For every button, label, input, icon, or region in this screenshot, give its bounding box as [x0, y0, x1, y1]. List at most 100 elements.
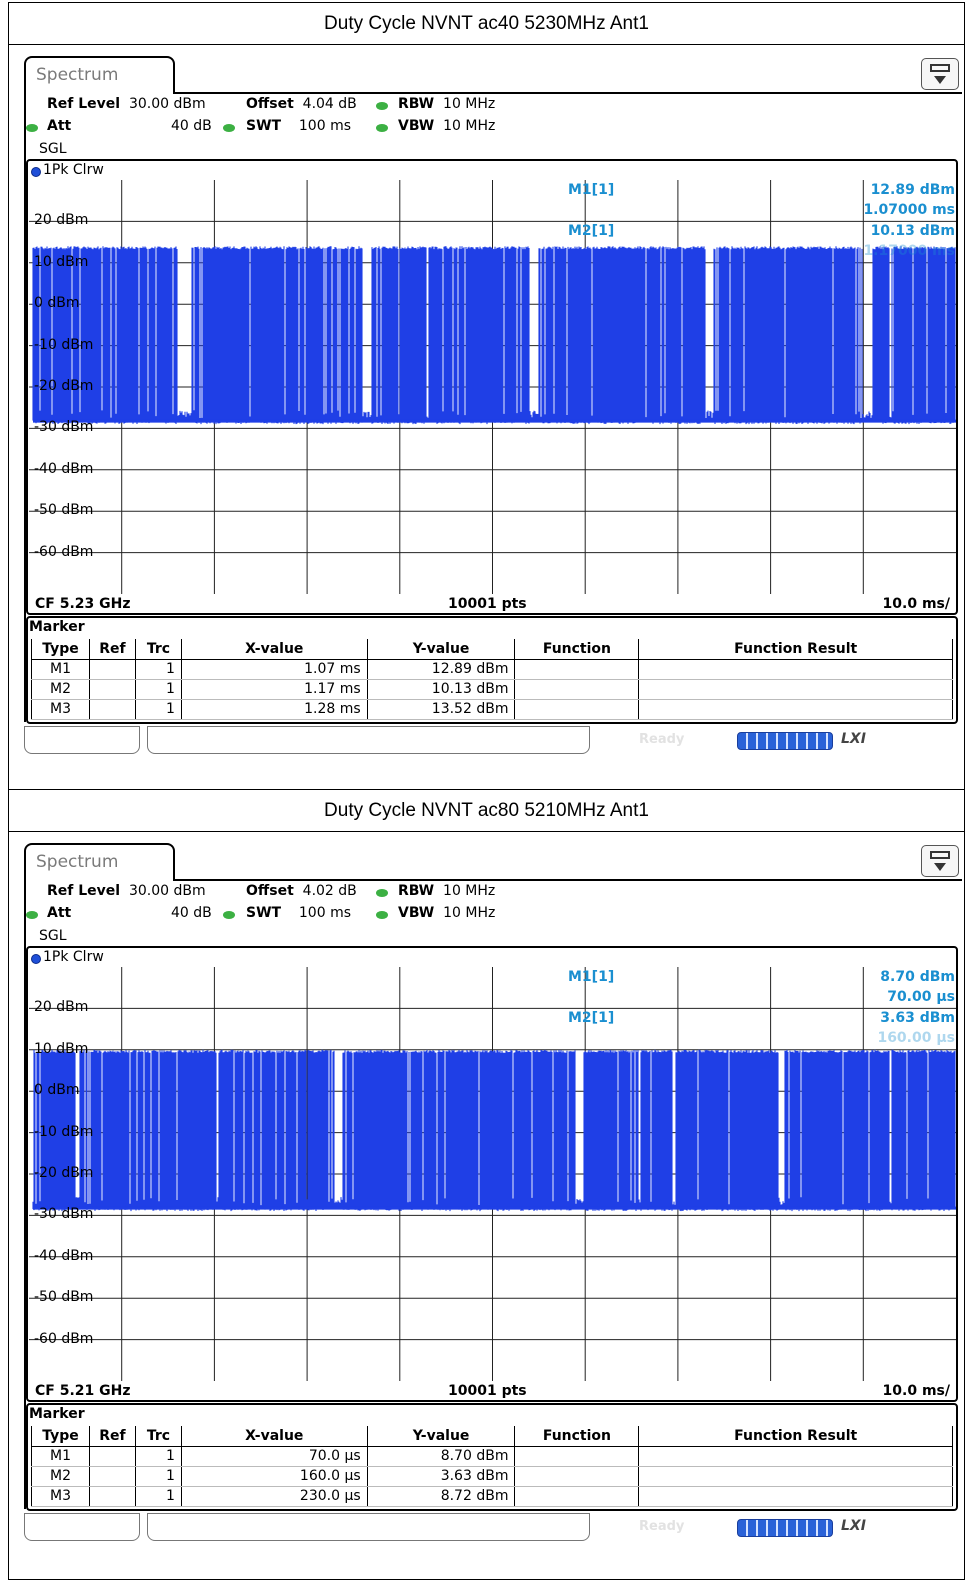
column-header: X-value	[180, 1426, 368, 1447]
y-tick-label: -50 dBm	[34, 502, 94, 519]
plot-footer: CF 5.21 GHz 10001 pts 10.0 ms/	[29, 1381, 956, 1401]
spectrum-plot	[29, 180, 956, 594]
trace-line	[32, 246, 956, 425]
y-tick-label: -20 dBm	[34, 378, 94, 394]
cell-type: M3	[31, 699, 90, 720]
cell-func	[514, 659, 640, 680]
marker2-readout-label: M2[1]	[568, 1010, 615, 1026]
spectrum-plot	[29, 967, 956, 1381]
table-row[interactable]: M3 1 1.28 ms 13.52 dBm	[31, 699, 953, 720]
marker-table-header: Type Ref Trc X-value Y-value Function Function…	[31, 1426, 953, 1447]
status-field-message[interactable]	[147, 726, 590, 754]
vbw-setting: VBW 10 MHz	[398, 118, 496, 134]
y-tick-label: -60 dBm	[34, 543, 94, 560]
cell-type: M1	[31, 659, 90, 680]
y-tick-label: -50 dBm	[34, 1289, 94, 1306]
cell-result	[638, 699, 953, 720]
cell-trc: 1	[134, 659, 182, 680]
ready-status: Ready	[639, 1519, 685, 1534]
trace-indicator-icon	[31, 954, 41, 964]
y-tick-label: -60 dBm	[34, 1330, 94, 1347]
trace-label: 1Pk Clrw	[43, 162, 104, 178]
tab-spectrum[interactable]: Spectrum	[24, 56, 175, 94]
status-field-left[interactable]	[24, 1513, 140, 1541]
trace-label: 1Pk Clrw	[43, 949, 104, 965]
cell-func	[514, 699, 640, 720]
cell-result	[638, 659, 953, 680]
time-per-division: 10.0 ms/	[882, 596, 950, 612]
center-frequency: CF 5.21 GHz	[35, 1383, 131, 1399]
column-header: Function	[514, 639, 640, 660]
table-row[interactable]: M1 1 70.0 µs 8.70 dBm	[31, 1446, 953, 1467]
ready-status: Ready	[639, 732, 685, 747]
cell-ref	[88, 1486, 136, 1507]
sweep-points: 10001 pts	[448, 1383, 527, 1399]
cell-y: 3.63 dBm	[366, 1466, 516, 1487]
cell-type: M1	[31, 1446, 90, 1467]
ref-level-setting: Ref Level 30.00 dBm	[47, 96, 206, 112]
capture-section: Duty Cycle NVNT ac80 5210MHz Ant1 Spectr…	[9, 789, 964, 1575]
marker-table-title: Marker	[29, 619, 85, 635]
capture-title: Duty Cycle NVNT ac80 5210MHz Ant1	[9, 790, 964, 832]
swt-status-icon	[223, 911, 235, 919]
menu-icon	[930, 851, 950, 859]
cell-ref	[88, 1446, 136, 1467]
marker1-time: 70.00 µs	[887, 989, 955, 1005]
column-header: Ref	[88, 639, 136, 660]
table-row[interactable]: M3 1 230.0 µs 8.72 dBm	[31, 1486, 953, 1507]
y-tick-label: -10 dBm	[34, 1123, 94, 1140]
capture-title: Duty Cycle NVNT ac40 5230MHz Ant1	[9, 3, 964, 45]
ref-level-setting: Ref Level 30.00 dBm	[47, 883, 206, 899]
marker2-level: 10.13 dBm	[870, 223, 955, 239]
cell-func	[514, 1466, 640, 1487]
cell-type: M2	[31, 679, 90, 700]
rbw-status-icon	[376, 889, 388, 897]
menu-button[interactable]	[921, 58, 959, 90]
cell-result	[638, 1466, 953, 1487]
column-header: Trc	[134, 1426, 182, 1447]
column-header: Function Result	[638, 639, 953, 660]
tab-spectrum[interactable]: Spectrum	[24, 843, 175, 881]
att-label: Att	[47, 118, 72, 134]
trace-signal	[32, 246, 956, 425]
cell-ref	[88, 659, 136, 680]
cell-result	[638, 1486, 953, 1507]
table-row[interactable]: M2 1 160.0 µs 3.63 dBm	[31, 1466, 953, 1487]
cell-y: 10.13 dBm	[366, 679, 516, 700]
plot-footer: CF 5.23 GHz 10001 pts 10.0 ms/	[29, 594, 956, 614]
sweep-points: 10001 pts	[448, 596, 527, 612]
status-field-message[interactable]	[147, 1513, 590, 1541]
table-row[interactable]: M2 1 1.17 ms 10.13 dBm	[31, 679, 953, 700]
att-status-icon	[26, 911, 38, 919]
status-field-left[interactable]	[24, 726, 140, 754]
cell-x: 1.07 ms	[180, 659, 368, 680]
column-header: Ref	[88, 1426, 136, 1447]
menu-button[interactable]	[921, 845, 959, 877]
lxi-logo-icon: LXI	[841, 731, 866, 747]
marker-table: Type Ref Trc X-value Y-value Function Function…	[31, 1426, 953, 1507]
marker1-level: 8.70 dBm	[880, 969, 955, 985]
att-value: 40 dB	[171, 118, 212, 134]
cell-y: 12.89 dBm	[366, 659, 516, 680]
marker2-level: 3.63 dBm	[880, 1010, 955, 1026]
y-tick-label: 10 dBm	[34, 253, 89, 270]
y-tick-label: 0 dBm	[34, 295, 80, 312]
marker1-time: 1.07000 ms	[863, 202, 955, 218]
column-header: X-value	[180, 639, 368, 660]
cell-x: 160.0 µs	[180, 1466, 368, 1487]
cell-trc: 1	[134, 1466, 182, 1487]
lxi-logo-icon: LXI	[841, 1518, 866, 1534]
y-tick-label: -30 dBm	[34, 1206, 94, 1223]
trace-line	[32, 1049, 956, 1212]
y-tick-label: 20 dBm	[34, 999, 89, 1016]
marker1-readout-label: M1[1]	[568, 969, 615, 985]
column-header: Function Result	[638, 1426, 953, 1447]
center-frequency: CF 5.23 GHz	[35, 596, 131, 612]
table-row[interactable]: M1 1 1.07 ms 12.89 dBm	[31, 659, 953, 680]
marker1-level: 12.89 dBm	[870, 182, 955, 198]
vbw-status-icon	[376, 124, 388, 132]
progress-bar	[737, 1519, 833, 1537]
offset-setting: Offset 4.04 dB	[246, 96, 357, 112]
att-label: Att	[47, 905, 72, 921]
chevron-down-icon	[934, 863, 946, 871]
